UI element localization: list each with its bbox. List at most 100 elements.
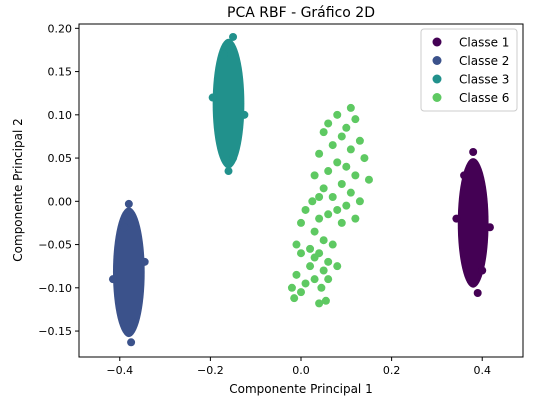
data-point (287, 283, 296, 292)
y-axis: −0.15 −0.10 −0.05 0.00 0.05 0.10 0.15 0.20 (38, 22, 79, 338)
cluster-mass (457, 158, 489, 288)
chart-title: PCA RBF - Gráfico 2D (227, 5, 375, 21)
data-point (301, 205, 310, 214)
data-point (297, 218, 305, 227)
data-point (317, 283, 326, 292)
data-point (460, 171, 469, 180)
legend-label: Classe 1 (459, 36, 509, 50)
data-point (120, 223, 129, 232)
series-1 (108, 199, 149, 347)
data-point (124, 199, 133, 208)
data-point (297, 249, 305, 258)
data-point (328, 141, 337, 150)
y-tick-label: −0.15 (38, 325, 72, 338)
data-point (127, 338, 136, 347)
data-point (129, 318, 138, 327)
data-point (140, 257, 149, 266)
x-tick-label: 0.2 (383, 364, 401, 377)
data-point (364, 175, 373, 184)
data-point (310, 227, 319, 236)
data-point (333, 205, 342, 214)
data-point (301, 279, 310, 288)
legend-marker (432, 93, 442, 102)
legend-marker (432, 56, 442, 65)
data-point (452, 214, 461, 223)
data-point (355, 136, 364, 145)
x-axis: −0.4 −0.2 0.0 0.2 0.4 (106, 357, 491, 377)
data-point (315, 149, 324, 158)
data-point (324, 257, 333, 266)
data-point (328, 240, 337, 249)
data-point (306, 262, 315, 271)
y-tick-label: 0.10 (48, 109, 73, 122)
data-point (351, 115, 360, 124)
y-axis-label: Componente Principal 2 (11, 118, 25, 261)
data-point (342, 201, 351, 210)
points-layer (108, 32, 494, 347)
x-axis-label: Componente Principal 1 (229, 382, 372, 396)
x-tick-label: 0.0 (292, 364, 310, 377)
y-tick-label: 0.00 (48, 195, 73, 208)
series-0 (452, 148, 494, 297)
data-point (346, 188, 355, 197)
data-point (219, 50, 228, 59)
data-point (208, 93, 217, 102)
data-point (319, 184, 328, 193)
data-point (297, 288, 305, 297)
legend-marker (432, 74, 442, 84)
data-point (333, 110, 342, 119)
data-point (337, 180, 346, 189)
data-point (351, 171, 360, 180)
x-tick-label: −0.4 (106, 364, 133, 377)
x-tick-label: 0.4 (473, 364, 491, 377)
data-point (292, 240, 301, 249)
data-point (224, 167, 233, 176)
data-point (108, 275, 117, 284)
legend-label: Classe 3 (459, 73, 509, 87)
data-point (229, 32, 238, 41)
legend-label: Classe 2 (459, 54, 509, 68)
data-point (310, 253, 319, 262)
data-point (310, 171, 319, 180)
data-point (346, 145, 355, 154)
data-point (319, 236, 328, 245)
data-point (315, 299, 324, 308)
data-point (315, 192, 324, 201)
data-point (308, 197, 317, 206)
data-point (346, 103, 355, 112)
data-point (240, 110, 249, 119)
y-tick-label: −0.10 (38, 282, 72, 295)
data-point (324, 167, 333, 176)
legend: Classe 1 Classe 2 Classe 3 Classe 6 (420, 28, 518, 112)
data-point (469, 148, 478, 157)
data-point (290, 294, 299, 303)
data-point (337, 218, 346, 227)
data-point (342, 162, 351, 171)
legend-marker (432, 37, 442, 47)
data-point (321, 296, 330, 305)
data-point (324, 119, 333, 128)
data-point (324, 210, 333, 219)
data-point (360, 154, 369, 163)
data-point (310, 275, 319, 284)
y-tick-label: 0.05 (48, 152, 73, 165)
x-tick-label: −0.2 (197, 364, 224, 377)
data-point (351, 214, 360, 223)
cluster-mass (212, 38, 245, 169)
data-point (337, 132, 346, 141)
data-point (292, 270, 301, 279)
data-point (333, 158, 342, 167)
series-3 (287, 103, 373, 308)
data-point (328, 192, 337, 201)
cluster-mass (112, 207, 145, 338)
legend-box (420, 28, 518, 112)
data-point (333, 262, 342, 271)
data-point (319, 266, 328, 275)
data-point (485, 223, 494, 232)
data-point (342, 123, 351, 132)
y-tick-label: −0.05 (38, 239, 72, 252)
data-point (473, 288, 482, 297)
y-tick-label: 0.20 (48, 22, 73, 35)
data-point (324, 275, 333, 284)
